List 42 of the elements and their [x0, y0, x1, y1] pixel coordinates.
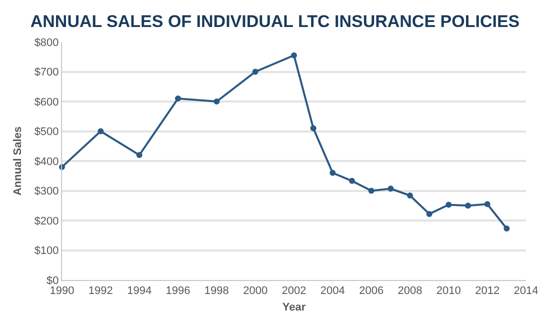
point [175, 96, 181, 102]
y-tick-label: $800 [34, 36, 59, 49]
x-tick-label: 1996 [166, 285, 190, 298]
point [368, 188, 374, 194]
x-tick-label: 2012 [475, 285, 500, 298]
point [98, 128, 104, 134]
point [330, 170, 336, 176]
point [310, 125, 316, 132]
point [446, 202, 452, 208]
y-tick-label: $300 [34, 186, 59, 198]
x-tick-label: 2006 [359, 285, 384, 298]
x-tick-label: 1990 [50, 285, 74, 298]
x-tick-label: 2010 [436, 285, 461, 298]
point [465, 202, 471, 209]
point [252, 68, 258, 75]
point [426, 210, 432, 217]
point [388, 186, 394, 192]
y-tick-label: $100 [34, 245, 59, 258]
x-tick-label: 2008 [398, 285, 422, 298]
point [291, 52, 297, 58]
y-tick-label: $500 [34, 126, 59, 138]
point [407, 192, 413, 199]
y-axis-title: Annual Sales [12, 126, 24, 196]
chart-title: ANNUAL SALES OF INDIVIDUAL LTC INSURANCE POLICIES [30, 12, 520, 31]
point [214, 98, 220, 104]
x-tick-label: 1992 [88, 285, 113, 298]
y-tick-label: $400 [34, 156, 59, 168]
point [504, 226, 510, 232]
x-tick-label: 2004 [320, 285, 345, 298]
y-tick-label: $600 [34, 96, 59, 108]
x-tick-label: 2014 [514, 285, 538, 298]
x-tick-label: 2002 [282, 285, 306, 298]
point [484, 201, 490, 208]
x-tick-label: 1998 [204, 285, 229, 298]
x-tick-label: 2000 [243, 285, 268, 298]
point [349, 178, 355, 184]
y-tick-label: $200 [34, 215, 59, 228]
x-tick-label: 1994 [127, 285, 152, 298]
point [136, 152, 142, 158]
x-axis-title: Year [282, 301, 306, 314]
y-tick-label: $0 [46, 274, 59, 287]
y-tick-label: $700 [34, 66, 59, 79]
